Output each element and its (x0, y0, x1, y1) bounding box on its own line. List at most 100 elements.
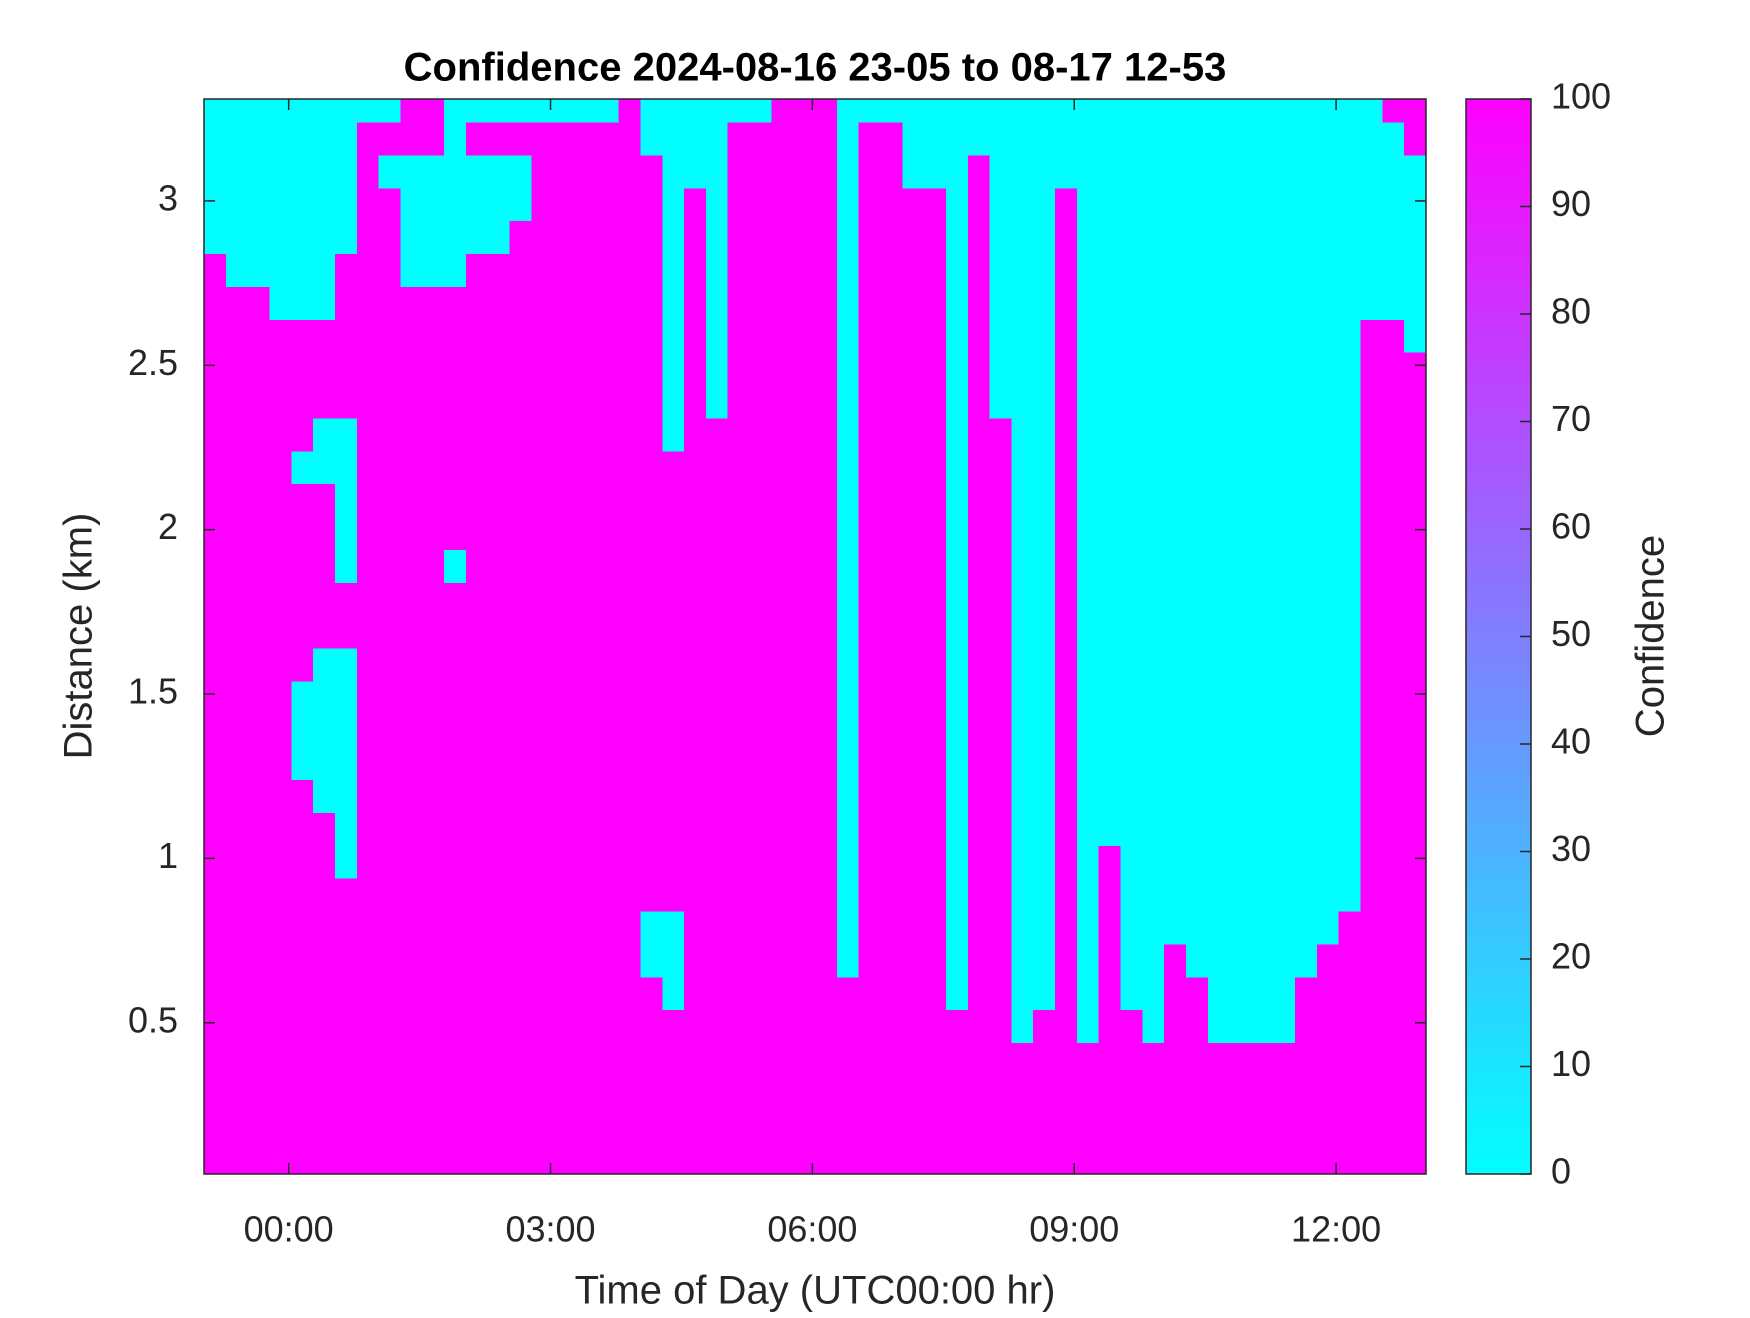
heatmap-cell (640, 417, 663, 452)
heatmap-cell (1011, 1075, 1034, 1109)
heatmap-cell (858, 746, 882, 781)
heatmap-cell (684, 582, 707, 616)
heatmap-cell (902, 220, 925, 255)
heatmap-cell (836, 812, 860, 846)
heatmap-cell (1164, 943, 1187, 978)
heatmap-cell (1185, 385, 1209, 419)
heatmap-cell (204, 187, 227, 222)
heatmap-cell (334, 1141, 358, 1174)
heatmap-cell (1295, 483, 1318, 518)
heatmap-cell (313, 582, 336, 616)
heatmap-cell (225, 417, 249, 452)
heatmap-cell (640, 680, 663, 715)
heatmap-cell (356, 253, 380, 287)
heatmap-cell (1142, 582, 1165, 616)
heatmap-cell (1295, 779, 1318, 813)
heatmap-cell (1316, 516, 1340, 550)
heatmap-cell (444, 220, 467, 255)
heatmap-cell (1142, 746, 1165, 781)
heatmap-cell (313, 845, 336, 879)
heatmap-cell (225, 1108, 249, 1142)
heatmap-cell (1207, 483, 1231, 518)
heatmap-cell (618, 154, 642, 189)
heatmap-cell (204, 943, 227, 978)
heatmap-cell (204, 812, 227, 846)
heatmap-cell (1338, 352, 1362, 386)
heatmap-cell (204, 385, 227, 419)
heatmap-cell (444, 582, 467, 616)
heatmap-cell (1404, 976, 1426, 1011)
heatmap-cell (422, 220, 445, 255)
heatmap-cell (596, 680, 620, 715)
heatmap-cell (1164, 220, 1187, 255)
heatmap-cell (924, 319, 947, 353)
heatmap-cell (1098, 122, 1122, 156)
heatmap-cell (1098, 845, 1122, 879)
heatmap-cell (771, 99, 794, 123)
heatmap-cell (1316, 1042, 1340, 1076)
heatmap-cell (313, 615, 336, 649)
heatmap-cell (924, 779, 947, 813)
heatmap-cell (1076, 516, 1100, 550)
heatmap-cell (574, 1108, 598, 1142)
heatmap-cell (967, 779, 991, 813)
heatmap-cell (793, 483, 816, 518)
heatmap-cell (727, 253, 751, 287)
heatmap-cell (225, 450, 249, 485)
heatmap-cell (1229, 779, 1253, 813)
heatmap-cell (1011, 911, 1034, 945)
heatmap-cell (1033, 878, 1056, 912)
heatmap-cell (793, 122, 816, 156)
heatmap-cell (1382, 845, 1405, 879)
heatmap-cell (1316, 943, 1340, 978)
heatmap-cell (662, 154, 685, 189)
heatmap-cell (771, 253, 794, 287)
heatmap-cell (749, 976, 772, 1011)
heatmap-cell (1251, 319, 1274, 353)
heatmap-cell (1164, 450, 1187, 485)
heatmap-cell (1360, 220, 1383, 255)
heatmap-cell (1120, 680, 1143, 715)
heatmap-cell (509, 319, 532, 353)
heatmap-cell (1033, 154, 1056, 189)
heatmap-cell (596, 582, 620, 616)
heatmap-cell (1076, 746, 1100, 781)
heatmap-cell (858, 845, 882, 879)
heatmap-cell (225, 976, 249, 1011)
y-tick-label: 0.5 (128, 999, 178, 1040)
heatmap-cell (1295, 549, 1318, 583)
heatmap-cell (313, 1108, 336, 1142)
heatmap-cell (618, 417, 642, 452)
heatmap-cell (902, 1009, 925, 1044)
heatmap-cell (1382, 99, 1405, 123)
heatmap-cell (705, 648, 729, 682)
heatmap-cell (487, 648, 511, 682)
heatmap-cell (465, 680, 489, 715)
heatmap-cell (1404, 450, 1426, 485)
heatmap-cell (1120, 1042, 1143, 1076)
heatmap-cell (749, 615, 772, 649)
heatmap-cell (1055, 911, 1078, 945)
heatmap-cell (640, 648, 663, 682)
heatmap-cell (444, 516, 467, 550)
heatmap-cell (465, 1009, 489, 1044)
heatmap-cell (465, 319, 489, 353)
heatmap-cell (1316, 352, 1340, 386)
heatmap-cell (422, 286, 445, 320)
heatmap-cell (291, 812, 314, 846)
heatmap-cell (596, 286, 620, 320)
heatmap-cell (967, 1075, 991, 1109)
heatmap-cell (378, 187, 401, 222)
heatmap-cell (465, 713, 489, 748)
heatmap-cell (400, 878, 423, 912)
heatmap-cell (247, 713, 271, 748)
heatmap-cell (880, 220, 903, 255)
heatmap-cell (422, 615, 445, 649)
heatmap-cell (378, 582, 401, 616)
heatmap-cell (574, 516, 598, 550)
heatmap-cell (705, 1075, 729, 1109)
heatmap-cell (400, 417, 423, 452)
heatmap-cell (1207, 615, 1231, 649)
heatmap-cell (967, 845, 991, 879)
heatmap-cell (225, 549, 249, 583)
